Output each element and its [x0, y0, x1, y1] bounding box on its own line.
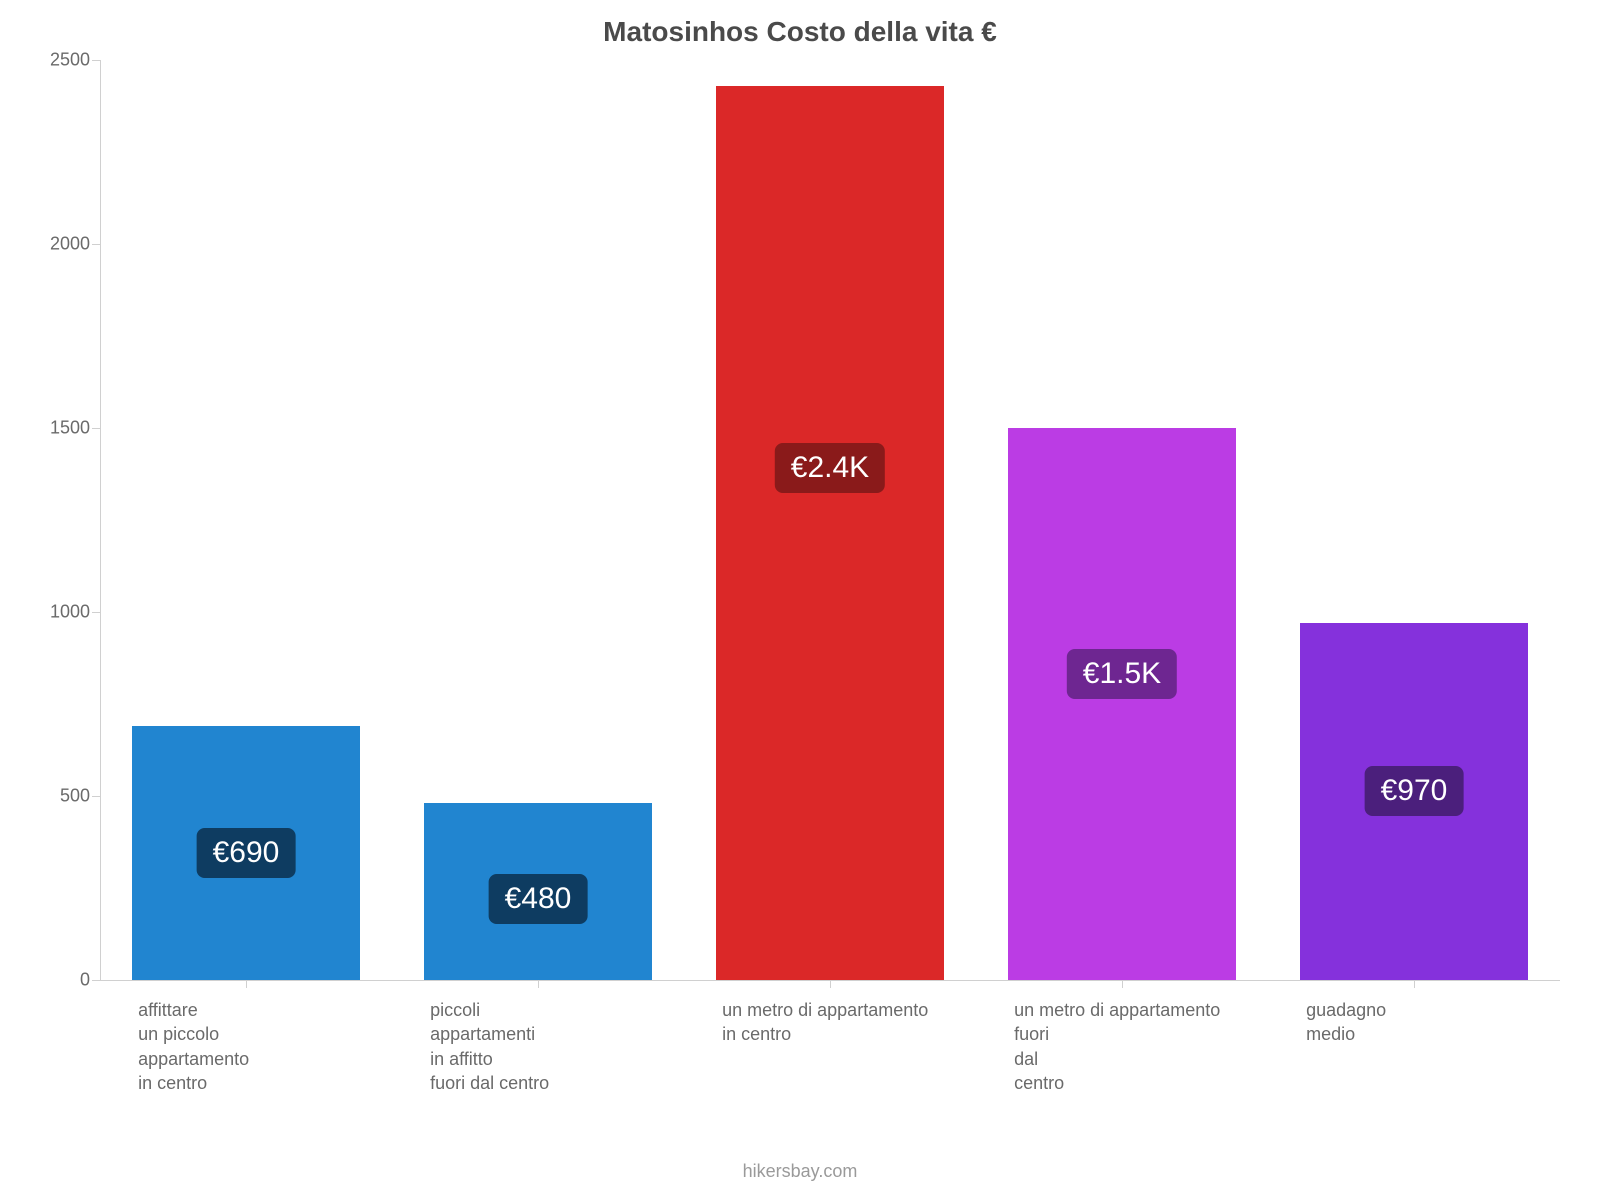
bar-value-badge: €480 — [489, 874, 588, 924]
y-tick-label: 500 — [60, 786, 90, 807]
bar-value-badge: €2.4K — [775, 443, 885, 493]
y-tick — [92, 428, 100, 429]
x-tick — [830, 980, 831, 988]
y-axis-line — [100, 60, 101, 980]
y-tick-label: 2000 — [50, 234, 90, 255]
x-category-label: un metro di appartamento in centro — [722, 998, 928, 1047]
x-tick — [246, 980, 247, 988]
plot-area: €690 €480 €2.4K €1.5K €970 — [100, 60, 1560, 980]
x-category-label: un metro di appartamento fuori dal centr… — [1014, 998, 1220, 1095]
chart-title: Matosinhos Costo della vita € — [0, 16, 1600, 48]
y-tick — [92, 60, 100, 61]
x-tick — [1414, 980, 1415, 988]
y-tick — [92, 980, 100, 981]
x-category-label: piccoli appartamenti in affitto fuori da… — [430, 998, 549, 1095]
x-category-label: affittare un piccolo appartamento in cen… — [138, 998, 249, 1095]
cost-of-living-chart: Matosinhos Costo della vita € €690 €480 €2… — [0, 0, 1600, 1200]
bar — [1008, 428, 1236, 980]
y-tick-label: 1500 — [50, 418, 90, 439]
x-category-label: guadagno medio — [1306, 998, 1386, 1047]
y-tick-label: 2500 — [50, 50, 90, 71]
y-tick — [92, 612, 100, 613]
y-tick — [92, 796, 100, 797]
y-tick-label: 1000 — [50, 602, 90, 623]
bar-value-badge: €690 — [197, 828, 296, 878]
bar — [716, 86, 944, 980]
chart-footer: hikersbay.com — [0, 1161, 1600, 1182]
x-tick — [538, 980, 539, 988]
bar-value-badge: €970 — [1365, 766, 1464, 816]
y-tick — [92, 244, 100, 245]
bar-value-badge: €1.5K — [1067, 649, 1177, 699]
x-tick — [1122, 980, 1123, 988]
y-tick-label: 0 — [80, 970, 90, 991]
